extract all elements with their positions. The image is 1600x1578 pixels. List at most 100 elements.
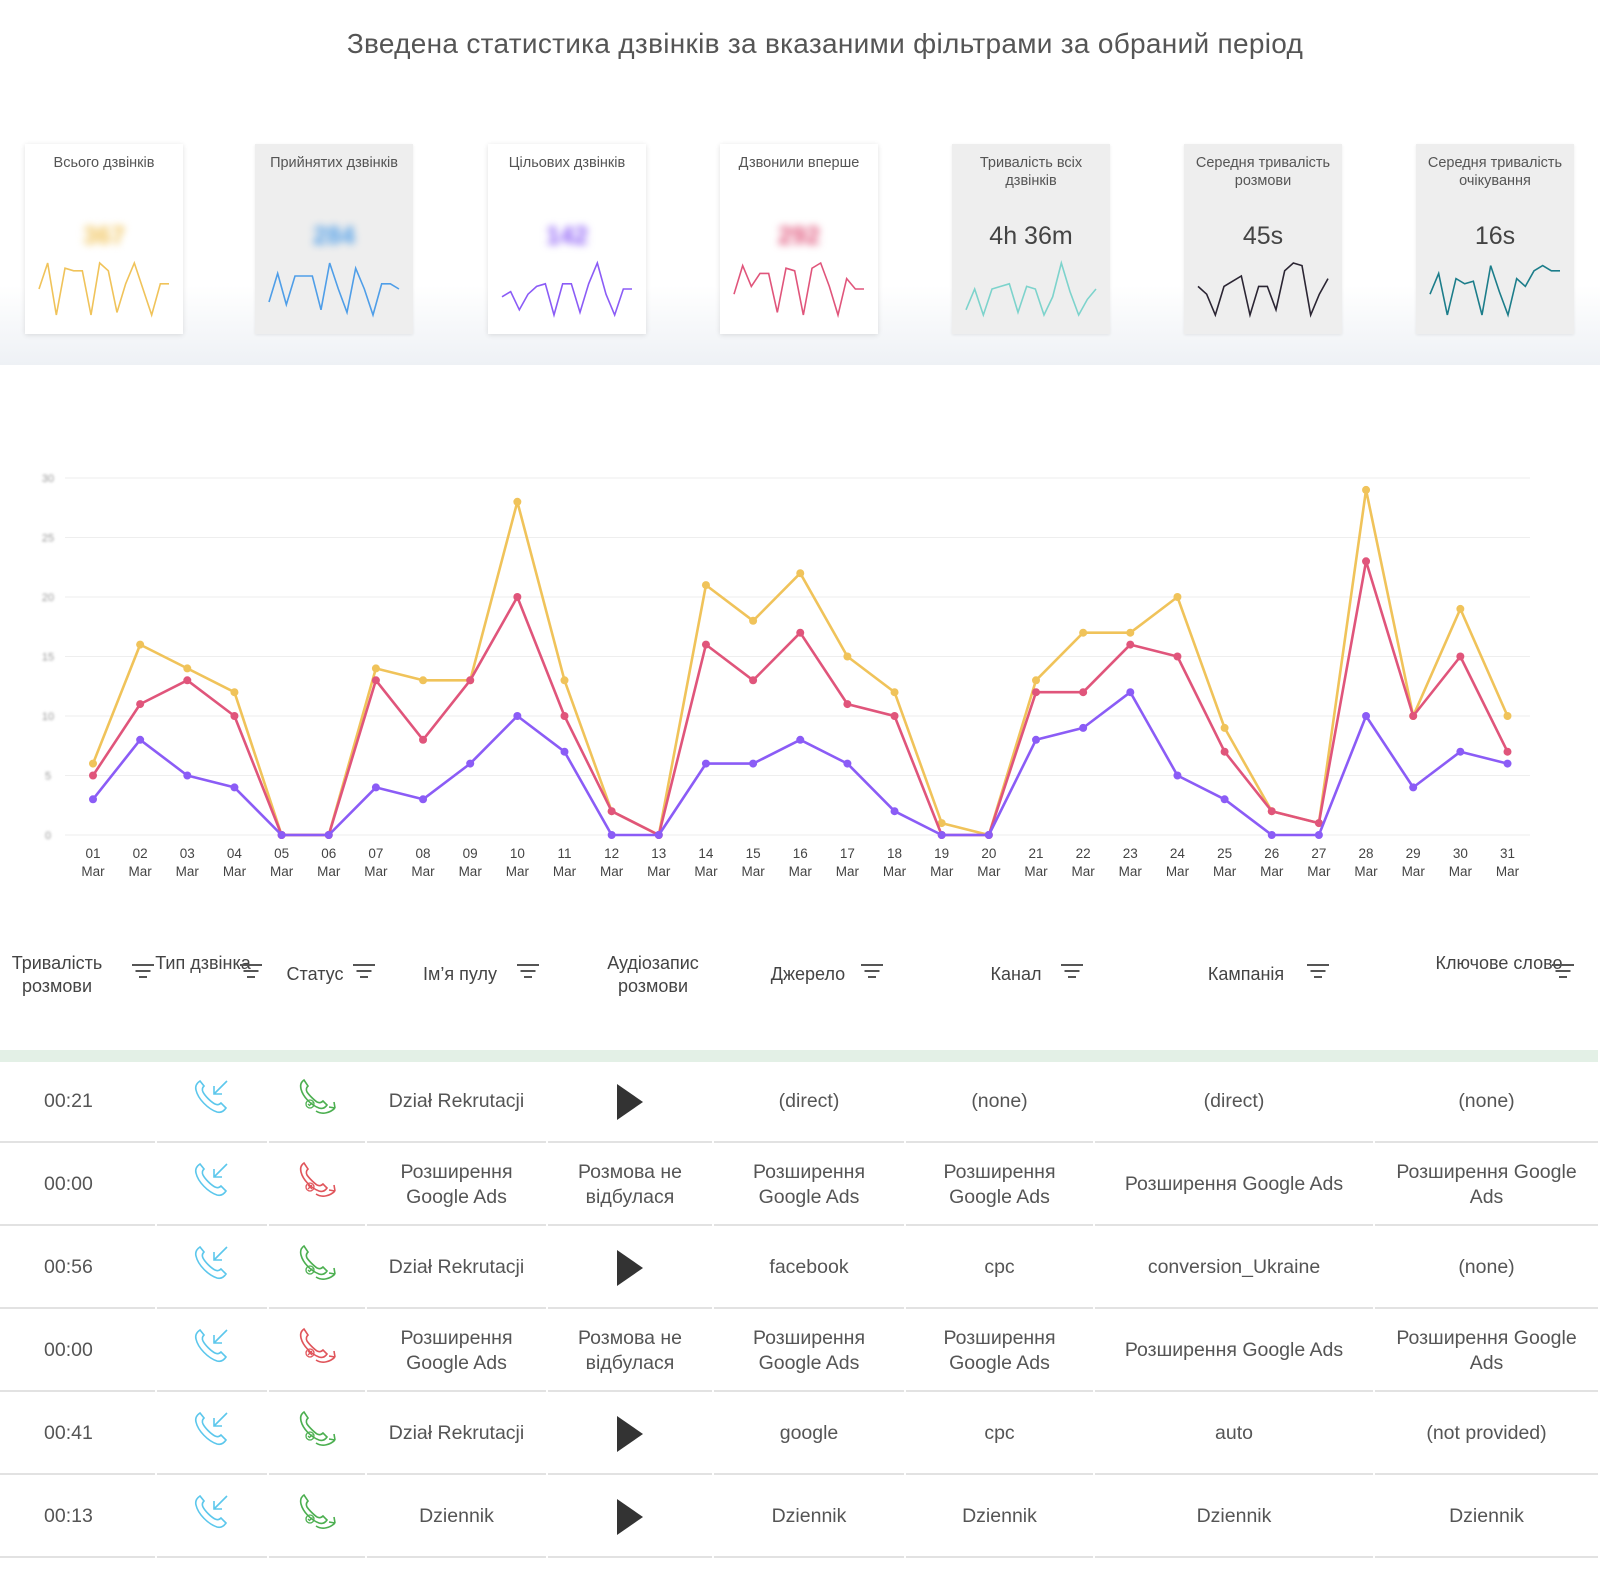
cell-channel: Dziennik xyxy=(962,1505,1037,1527)
filter-icon[interactable] xyxy=(132,964,154,980)
cell-duration: 00:00 xyxy=(44,1173,93,1195)
column-header[interactable]: Ім’я пулу xyxy=(423,964,497,984)
data-point xyxy=(701,581,710,590)
column-header[interactable]: Аудіозапис розмови xyxy=(607,953,699,996)
data-point xyxy=(890,688,899,697)
filter-icon[interactable] xyxy=(1552,964,1574,980)
card-sparkline xyxy=(733,261,864,319)
data-point xyxy=(1079,628,1088,637)
summary-card: Середня тривалість розмови 45s xyxy=(1184,144,1342,334)
x-tick-month: Mar xyxy=(129,864,153,879)
cell-keyword: (none) xyxy=(1458,1090,1515,1112)
filter-icon[interactable] xyxy=(240,964,262,980)
card-value: 142 xyxy=(546,222,588,250)
table-row[interactable]: 00:00 Розширення Google Ads Розмова не від… xyxy=(0,1311,1598,1394)
x-tick-day: 13 xyxy=(651,846,666,861)
sparkline-series xyxy=(268,262,400,318)
data-point xyxy=(654,831,663,839)
call-target-icon xyxy=(294,1407,340,1460)
table-cell: Dziennik xyxy=(714,1477,904,1558)
filter-icon[interactable] xyxy=(861,964,883,980)
y-tick-label: 0 xyxy=(45,830,51,842)
cell-duration: 00:56 xyxy=(44,1256,93,1278)
table-row[interactable]: 00:13 Dziennik Dziennik Dziennik Dziennik Dzi… xyxy=(0,1477,1598,1560)
table-header: Тривалість розмови Тип дзвінка Статус Ім’я … xyxy=(0,930,1600,1030)
cell-channel: cpc xyxy=(984,1256,1015,1278)
cell-source: google xyxy=(779,1422,839,1444)
column-header[interactable]: Тип дзвінка xyxy=(155,953,251,973)
card-label: Тривалість всіх дзвінків xyxy=(979,155,1083,189)
x-tick-month: Mar xyxy=(741,864,765,879)
table-row[interactable]: 00:56 Dział Rekrutacji facebook cpc conversi… xyxy=(0,1228,1598,1311)
table-cell xyxy=(548,1477,712,1558)
cell-campaign: (direct) xyxy=(1203,1090,1265,1112)
column-header[interactable]: Ключове слово xyxy=(1435,953,1563,973)
filter-icon[interactable] xyxy=(353,964,375,980)
column-header[interactable]: Джерело xyxy=(770,964,846,984)
column-header[interactable]: Тривалість розмови xyxy=(11,953,103,996)
cell-keyword: Dziennik xyxy=(1449,1505,1524,1527)
card-sparkline xyxy=(965,260,1097,318)
x-tick-day: 31 xyxy=(1500,846,1515,861)
data-point xyxy=(277,831,286,839)
cell-pool: Dziennik xyxy=(419,1505,494,1527)
column-header[interactable]: Канал xyxy=(990,964,1042,984)
cell-source: Розширення Google Ads xyxy=(752,1160,866,1208)
table-cell: google xyxy=(714,1394,904,1475)
data-point xyxy=(749,759,758,768)
table-cell: 00:13 xyxy=(0,1477,155,1558)
filter-icon[interactable] xyxy=(1307,964,1329,980)
table-cell xyxy=(157,1311,267,1392)
play-icon[interactable] xyxy=(617,1249,643,1286)
data-point xyxy=(230,712,239,720)
data-point xyxy=(1126,688,1135,697)
table-cell: cpc xyxy=(906,1228,1093,1309)
sparkline-series xyxy=(38,260,169,318)
cell-source: Dziennik xyxy=(771,1505,847,1527)
data-point xyxy=(1362,712,1371,720)
cell-pool: Dział Rekrutacji xyxy=(388,1090,525,1112)
data-point xyxy=(560,676,569,685)
table-row[interactable]: 00:21 Dział Rekrutacji (direct) (none) (dire… xyxy=(0,1062,1598,1145)
table-cell: Розширення Google Ads xyxy=(714,1311,904,1392)
table-cell: Розширення Google Ads xyxy=(906,1145,1093,1226)
calls-line-chart: 05101520253001Mar02Mar03Mar04Mar05Mar06M… xyxy=(42,473,1530,879)
cell-channel: Розширення Google Ads xyxy=(943,1160,1056,1208)
card-value: 4h 36m xyxy=(989,222,1073,250)
data-point xyxy=(1409,783,1418,792)
data-point xyxy=(984,831,993,839)
x-tick-day: 27 xyxy=(1311,846,1326,861)
table-row[interactable]: 00:41 Dział Rekrutacji google cpc auto (not p… xyxy=(0,1394,1598,1477)
x-tick-month: Mar xyxy=(459,864,483,879)
x-tick-month: Mar xyxy=(1119,864,1143,879)
data-point xyxy=(513,593,522,601)
play-icon[interactable] xyxy=(617,1498,643,1535)
x-tick-month: Mar xyxy=(789,864,813,879)
series-line xyxy=(91,690,1508,837)
play-icon[interactable] xyxy=(617,1083,643,1120)
y-tick-label: 15 xyxy=(42,652,54,664)
data-point xyxy=(843,700,852,709)
play-icon[interactable] xyxy=(617,1415,643,1452)
data-point xyxy=(1314,819,1323,828)
column-header[interactable]: Статус xyxy=(286,964,344,984)
table-cell: (none) xyxy=(1375,1228,1598,1309)
x-tick-month: Mar xyxy=(553,864,577,879)
table-cell: 00:56 xyxy=(0,1228,155,1309)
table-cell xyxy=(548,1228,712,1309)
data-point xyxy=(749,616,758,625)
data-point xyxy=(513,497,522,506)
data-point xyxy=(513,712,522,720)
filter-icon[interactable] xyxy=(517,964,539,980)
x-tick-month: Mar xyxy=(1166,864,1190,879)
table-row[interactable]: 00:00 Розширення Google Ads Розмова не від… xyxy=(0,1145,1598,1228)
cell-source: facebook xyxy=(769,1256,849,1278)
data-point xyxy=(843,652,852,661)
data-point xyxy=(607,831,616,839)
cell-channel: (none) xyxy=(971,1090,1028,1112)
column-header[interactable]: Кампанія xyxy=(1207,964,1285,984)
x-tick-day: 02 xyxy=(133,846,148,861)
filter-icon[interactable] xyxy=(1061,964,1083,980)
data-point xyxy=(1456,604,1465,613)
card-label: Середня тривалість розмови xyxy=(1195,155,1331,189)
